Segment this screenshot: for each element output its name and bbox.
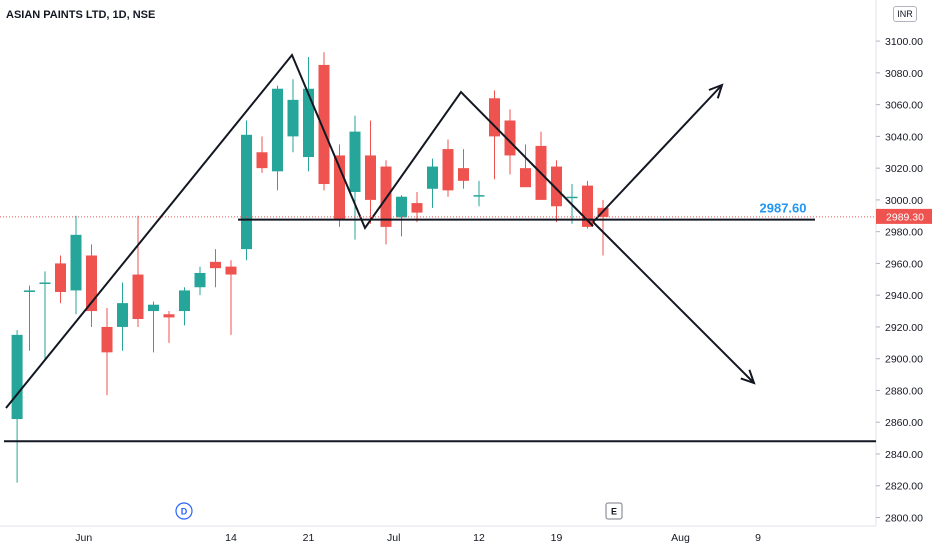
y-tick-label: 3060.00 bbox=[885, 100, 923, 112]
y-tick-label: 2960.00 bbox=[885, 258, 923, 270]
candle-body bbox=[458, 168, 469, 181]
candle-body bbox=[566, 196, 578, 199]
y-tick-label: 2840.00 bbox=[885, 449, 923, 461]
earnings-marker-label: E bbox=[611, 507, 617, 517]
bullish-arrow[interactable] bbox=[592, 84, 723, 223]
candle-body bbox=[303, 88, 314, 158]
y-tick-label: 2920.00 bbox=[885, 322, 923, 334]
y-tick-label: 2880.00 bbox=[885, 385, 923, 397]
candle-body bbox=[148, 304, 159, 312]
candle-body bbox=[287, 99, 299, 137]
last-price-text: 2989.30 bbox=[886, 211, 924, 223]
pattern-polyline[interactable] bbox=[5, 53, 594, 409]
labels: 2987.60 2989.30 D E bbox=[175, 201, 932, 520]
x-tick-label: 21 bbox=[303, 532, 315, 544]
x-tick-label: 19 bbox=[551, 532, 563, 544]
drawings bbox=[0, 53, 876, 443]
currency-badge[interactable]: INR bbox=[893, 6, 917, 22]
candle-body bbox=[194, 272, 206, 288]
candle-body bbox=[132, 274, 144, 319]
candle-body bbox=[473, 195, 485, 197]
axes: 2800.00 2820.00 2840.00 2860.00 2880.00 2900.… bbox=[0, 0, 923, 544]
candle-body bbox=[334, 155, 345, 219]
candle-body bbox=[39, 282, 51, 284]
candle-body bbox=[55, 263, 66, 293]
candle-body bbox=[365, 155, 376, 200]
candle-body bbox=[582, 185, 593, 227]
y-tick-label: 2860.00 bbox=[885, 417, 923, 429]
dividend-marker[interactable] bbox=[175, 502, 193, 520]
candle-body bbox=[489, 98, 500, 137]
last-price-tag bbox=[876, 208, 932, 224]
y-tick-label: 3040.00 bbox=[885, 131, 923, 143]
x-tick-label: Jul bbox=[387, 532, 400, 544]
candles bbox=[11, 52, 609, 483]
candle-body bbox=[225, 266, 237, 275]
candle-body bbox=[411, 203, 423, 213]
y-tick-label: 3020.00 bbox=[885, 163, 923, 175]
candle-body bbox=[256, 152, 268, 169]
candle-body bbox=[427, 166, 438, 189]
chart-title: ASIAN PAINTS LTD, 1D, NSE bbox=[6, 9, 156, 21]
y-tick-label: 3100.00 bbox=[885, 36, 923, 48]
candle-body bbox=[504, 120, 516, 156]
x-tick-label: Jun bbox=[75, 532, 92, 544]
earnings-marker[interactable] bbox=[605, 502, 623, 520]
candle-body bbox=[179, 290, 190, 312]
y-tick-label: 2800.00 bbox=[885, 513, 923, 525]
x-tick-label: 14 bbox=[225, 532, 237, 544]
candle-body bbox=[520, 168, 531, 188]
candle-body bbox=[272, 88, 283, 172]
candle-body bbox=[551, 166, 562, 207]
x-tick-label: 12 bbox=[473, 532, 485, 544]
dividend-marker-label: D bbox=[181, 507, 188, 517]
bearish-arrow-head bbox=[740, 369, 756, 385]
candle-body bbox=[442, 149, 454, 191]
candle-body bbox=[210, 261, 221, 269]
y-tick-label: 3000.00 bbox=[885, 195, 923, 207]
y-tick-label: 2820.00 bbox=[885, 481, 923, 493]
candle-body bbox=[349, 131, 361, 192]
bearish-arrow[interactable] bbox=[592, 221, 755, 384]
candle-body bbox=[241, 134, 252, 250]
candle-body bbox=[101, 326, 113, 353]
candle-body bbox=[11, 334, 23, 420]
candle-body bbox=[117, 303, 128, 327]
candle-body bbox=[318, 64, 330, 185]
candle-body bbox=[24, 290, 35, 293]
y-tick-label: 2980.00 bbox=[885, 227, 923, 239]
x-tick-label: Aug bbox=[671, 532, 690, 544]
candle-body bbox=[396, 196, 407, 218]
y-tick-label: 2900.00 bbox=[885, 354, 923, 366]
support-price-label: 2987.60 bbox=[760, 201, 807, 216]
candle-body bbox=[163, 314, 175, 318]
y-tick-label: 2940.00 bbox=[885, 290, 923, 302]
y-tick-label: 3080.00 bbox=[885, 68, 923, 80]
candle-body bbox=[70, 234, 82, 291]
candle-body bbox=[86, 255, 97, 312]
x-tick-label: 9 bbox=[755, 532, 761, 544]
bullish-arrow-head bbox=[708, 83, 724, 99]
